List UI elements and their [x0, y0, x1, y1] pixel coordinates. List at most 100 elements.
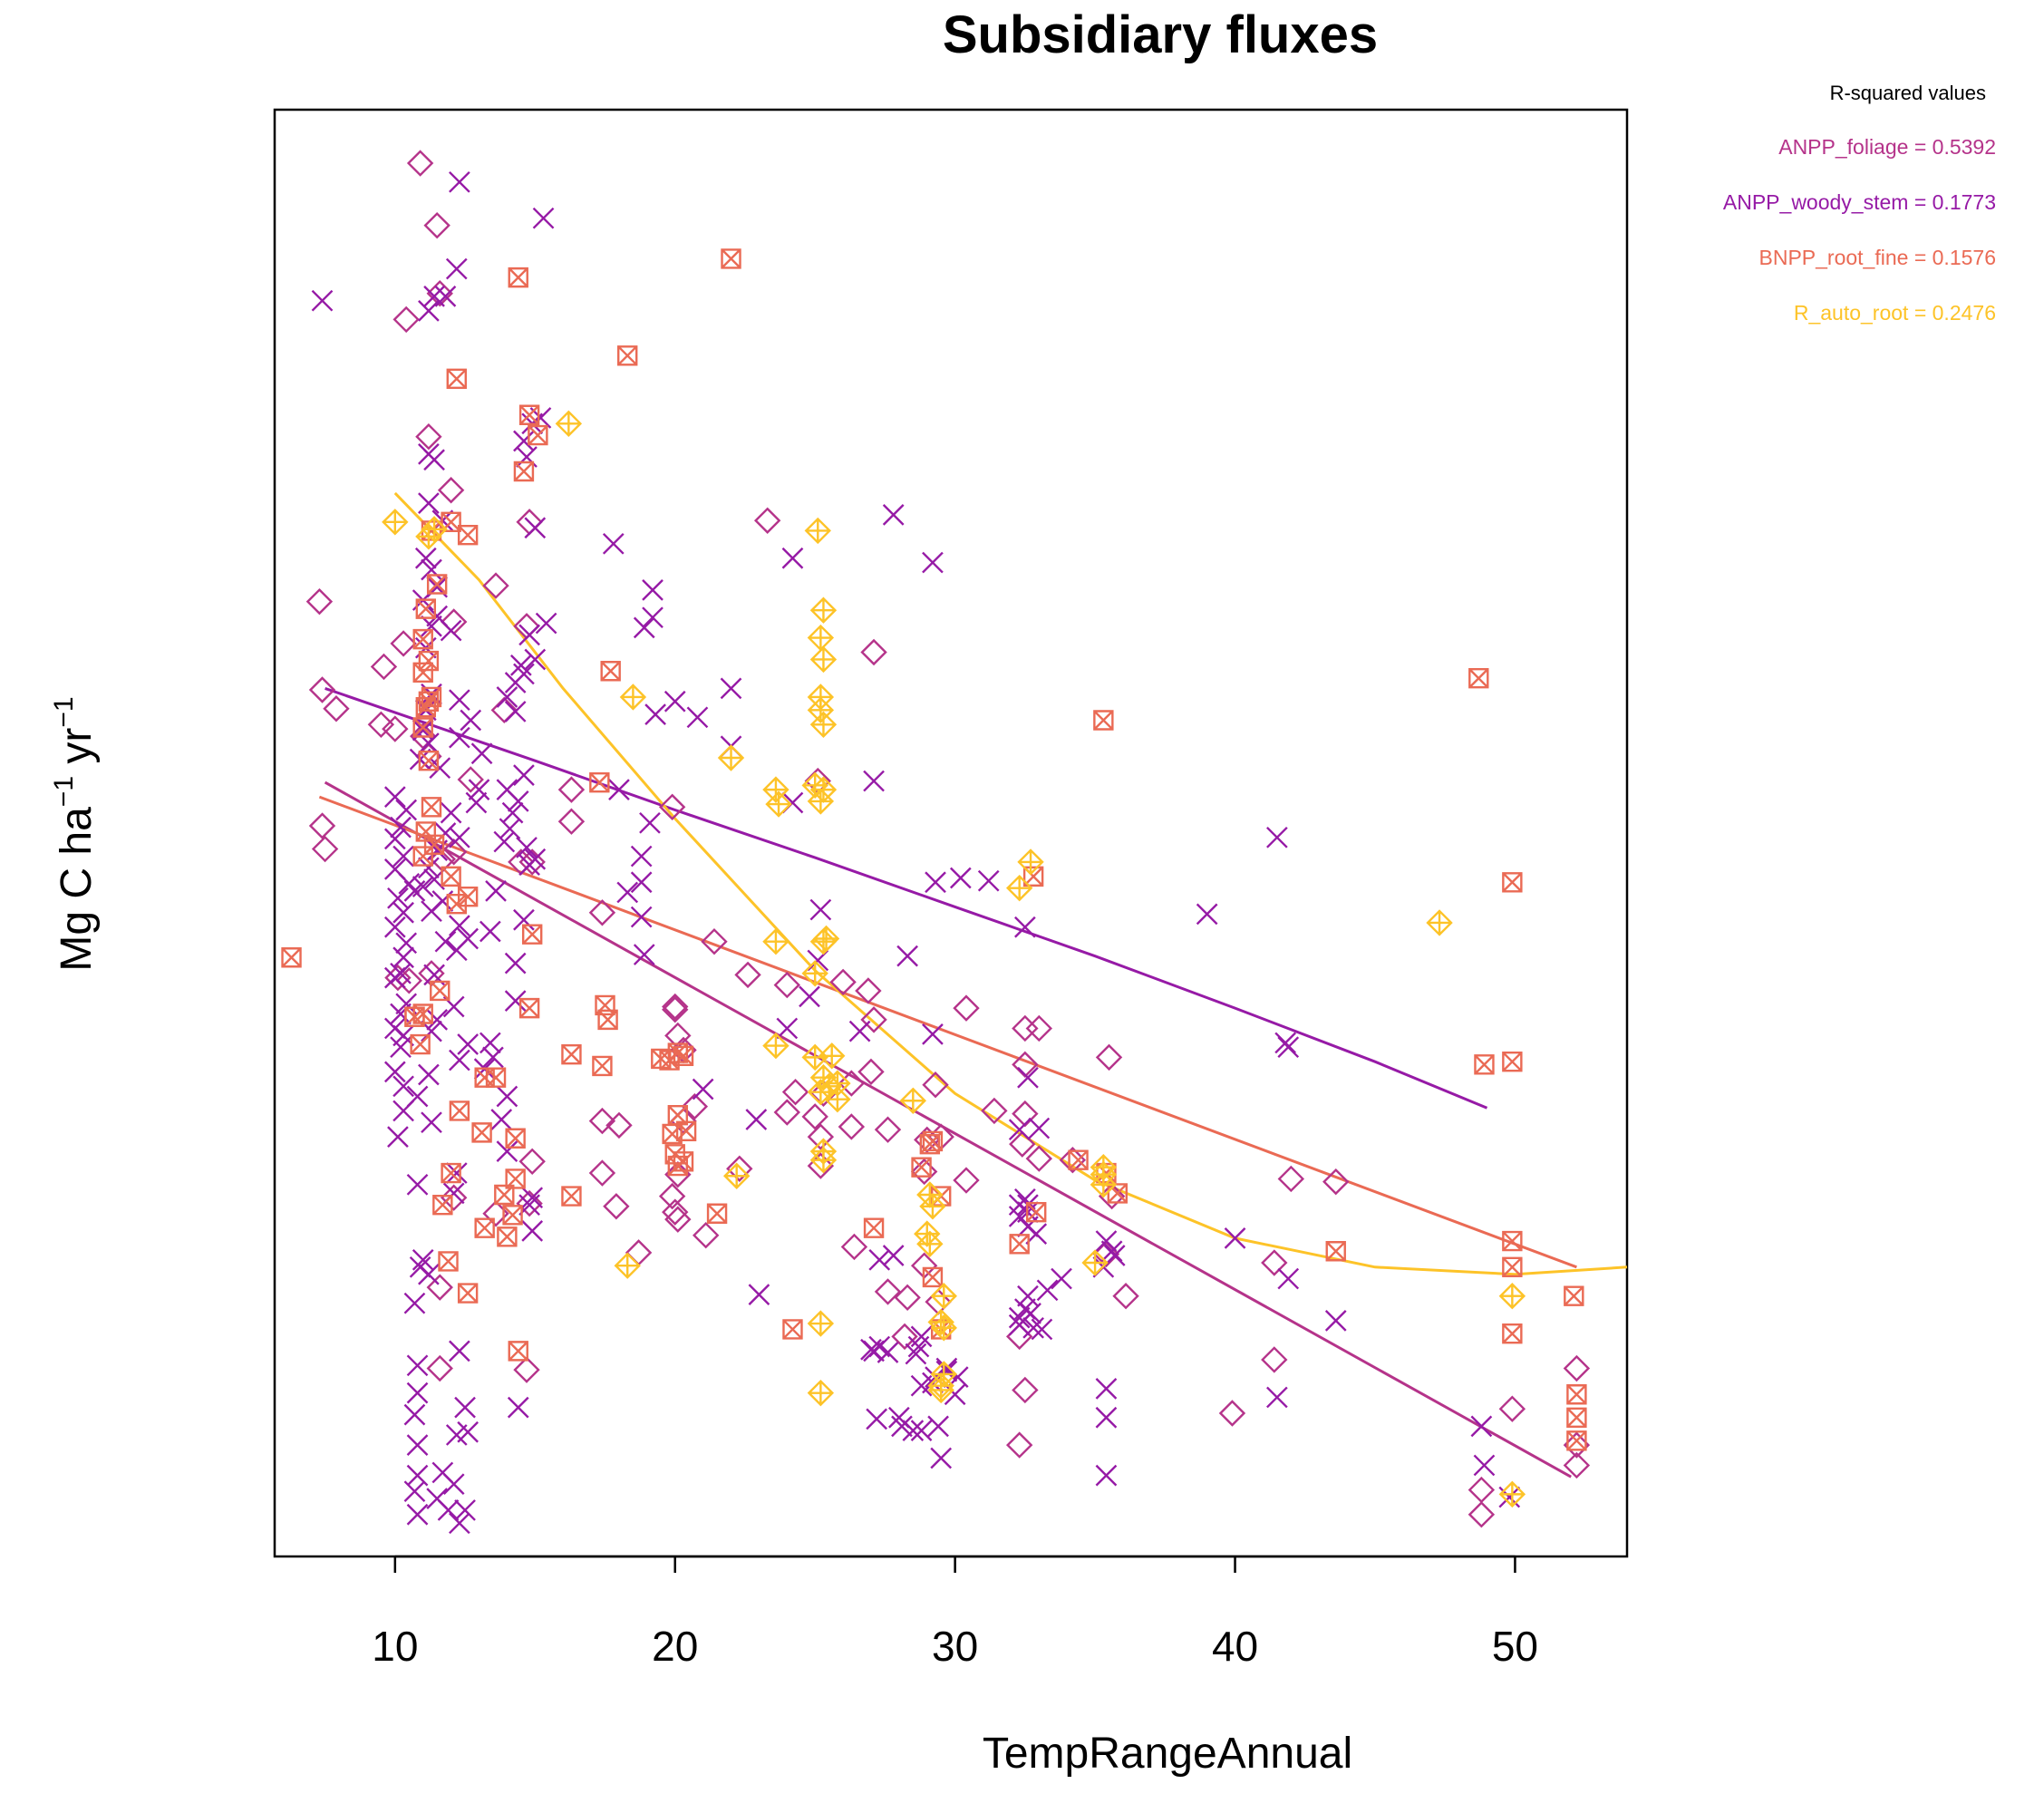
point-ANPP_woody_stem	[1095, 1378, 1118, 1400]
point-ANPP_foliage	[981, 1097, 1008, 1125]
point-ANPP_foliage	[1468, 1476, 1496, 1504]
point-ANPP_woody_stem	[516, 837, 538, 858]
point-ANPP_woody_stem	[891, 1415, 913, 1438]
point-ANPP_woody_stem	[409, 1256, 431, 1278]
point-R_auto_root	[819, 1042, 846, 1070]
point-ANPP_foliage	[807, 1123, 835, 1150]
point-R_auto_root	[1081, 1249, 1109, 1276]
point-ANPP_woody_stem	[630, 845, 653, 868]
point-R_auto_root	[809, 596, 838, 624]
point-ANPP_woody_stem	[501, 801, 524, 824]
point-ANPP_foliage	[311, 835, 339, 863]
point-BNPP_root_fine	[922, 1130, 944, 1152]
point-BNPP_root_fine	[518, 997, 540, 1019]
point-BNPP_root_fine	[432, 1194, 453, 1216]
point-ANPP_woody_stem	[465, 791, 488, 814]
point-ANPP_woody_stem	[1028, 1117, 1051, 1139]
point-ANPP_foliage	[395, 967, 422, 994]
point-ANPP_foliage	[664, 1206, 692, 1233]
point-ANPP_foliage	[874, 1278, 902, 1305]
point-ANPP_foliage	[1095, 1043, 1123, 1071]
point-ANPP_foliage	[588, 1107, 616, 1135]
point-ANPP_woody_stem	[896, 945, 918, 967]
point-ANPP_woody_stem	[392, 946, 414, 969]
point-ANPP_woody_stem	[1274, 1032, 1296, 1054]
point-BNPP_root_fine	[474, 1217, 495, 1238]
legend-entry-BNPP_root_fine: BNPP_root_fine = 0.1576	[1759, 246, 1997, 269]
point-ANPP_woody_stem	[532, 207, 555, 229]
point-ANPP_woody_stem	[1277, 1036, 1300, 1059]
point-R_auto_root	[930, 1283, 957, 1310]
point-R_auto_root	[930, 1314, 957, 1342]
x-tick-label: 10	[372, 1623, 418, 1670]
point-ANPP_woody_stem	[1470, 1415, 1493, 1438]
point-R_auto_root	[807, 696, 835, 724]
point-ANPP_foliage	[588, 1159, 616, 1187]
point-ANPP_foliage	[1322, 1168, 1350, 1196]
fit-line-R_auto_root	[393, 491, 1628, 1276]
point-ANPP_woody_stem	[513, 430, 535, 452]
point-BNPP_root_fine	[513, 461, 535, 482]
point-BNPP_root_fine	[597, 1009, 618, 1031]
point-ANPP_foliage	[605, 1111, 633, 1139]
point-BNPP_root_fine	[922, 1266, 944, 1288]
point-ANPP_woody_stem	[944, 1383, 966, 1406]
point-ANPP_foliage	[370, 653, 398, 681]
point-R_auto_root	[899, 1087, 926, 1114]
point-ANPP_woody_stem	[1017, 1285, 1039, 1307]
point-ANPP_woody_stem	[406, 1503, 429, 1526]
point-ANPP_woody_stem	[1008, 1119, 1031, 1141]
point-ANPP_woody_stem	[1100, 1240, 1123, 1263]
x-tick-label: 20	[652, 1623, 698, 1670]
point-ANPP_foliage	[855, 977, 882, 1004]
point-ANPP_woody_stem	[412, 1248, 434, 1271]
point-ANPP_woody_stem	[418, 442, 440, 465]
legend-title: R-squared values	[1830, 82, 1986, 104]
point-BNPP_root_fine	[706, 1203, 728, 1224]
point-ANPP_foliage	[457, 766, 484, 793]
point-ANPP_foliage	[894, 1284, 921, 1312]
point-ANPP_woody_stem	[395, 993, 418, 1015]
point-R_auto_root	[919, 1193, 946, 1220]
legend: R-squared values ANPP_foliage = 0.5392 AN…	[1723, 82, 1996, 325]
point-R_auto_root	[809, 776, 838, 803]
point-ANPP_woody_stem	[406, 1085, 429, 1108]
data-points	[281, 150, 1591, 1535]
point-ANPP_foliage	[625, 1239, 653, 1266]
point-ANPP_woody_stem	[504, 990, 527, 1012]
point-R_auto_root	[1005, 874, 1033, 902]
point-ANPP_woody_stem	[434, 286, 457, 307]
point-ANPP_woody_stem	[776, 1017, 799, 1040]
point-ANPP_woody_stem	[513, 764, 535, 787]
point-ANPP_foliage	[1563, 1451, 1591, 1479]
point-ANPP_woody_stem	[535, 612, 557, 635]
point-ANPP_woody_stem	[496, 686, 518, 708]
point-BNPP_root_fine	[617, 345, 638, 366]
point-BNPP_root_fine	[457, 525, 479, 546]
point-R_auto_root	[1498, 1283, 1526, 1310]
point-ANPP_foliage	[1012, 1014, 1039, 1042]
point-BNPP_root_fine	[589, 771, 610, 793]
point-ANPP_woody_stem	[521, 1220, 544, 1242]
point-ANPP_woody_stem	[882, 1245, 905, 1266]
point-ANPP_woody_stem	[1014, 916, 1036, 938]
point-BNPP_root_fine	[441, 1162, 461, 1184]
point-ANPP_woody_stem	[518, 624, 540, 646]
point-ANPP_foliage	[860, 1006, 887, 1033]
point-ANPP_foliage	[860, 638, 887, 666]
point-ANPP_woody_stem	[406, 1173, 429, 1196]
point-BNPP_root_fine	[600, 661, 621, 682]
point-ANPP_woody_stem	[426, 1009, 449, 1031]
point-R_auto_root	[1090, 1171, 1118, 1198]
point-ANPP_woody_stem	[460, 709, 482, 732]
point-ANPP_woody_stem	[882, 504, 905, 526]
point-ANPP_woody_stem	[406, 1434, 429, 1456]
point-BNPP_root_fine	[673, 1045, 694, 1066]
point-BNPP_root_fine	[281, 947, 302, 968]
point-ANPP_woody_stem	[406, 1354, 429, 1377]
point-ANPP_woody_stem	[493, 830, 516, 853]
point-R_auto_root	[762, 928, 790, 955]
point-ANPP_woody_stem	[524, 517, 547, 539]
point-ANPP_woody_stem	[616, 881, 639, 904]
point-ANPP_foliage	[662, 1198, 689, 1226]
